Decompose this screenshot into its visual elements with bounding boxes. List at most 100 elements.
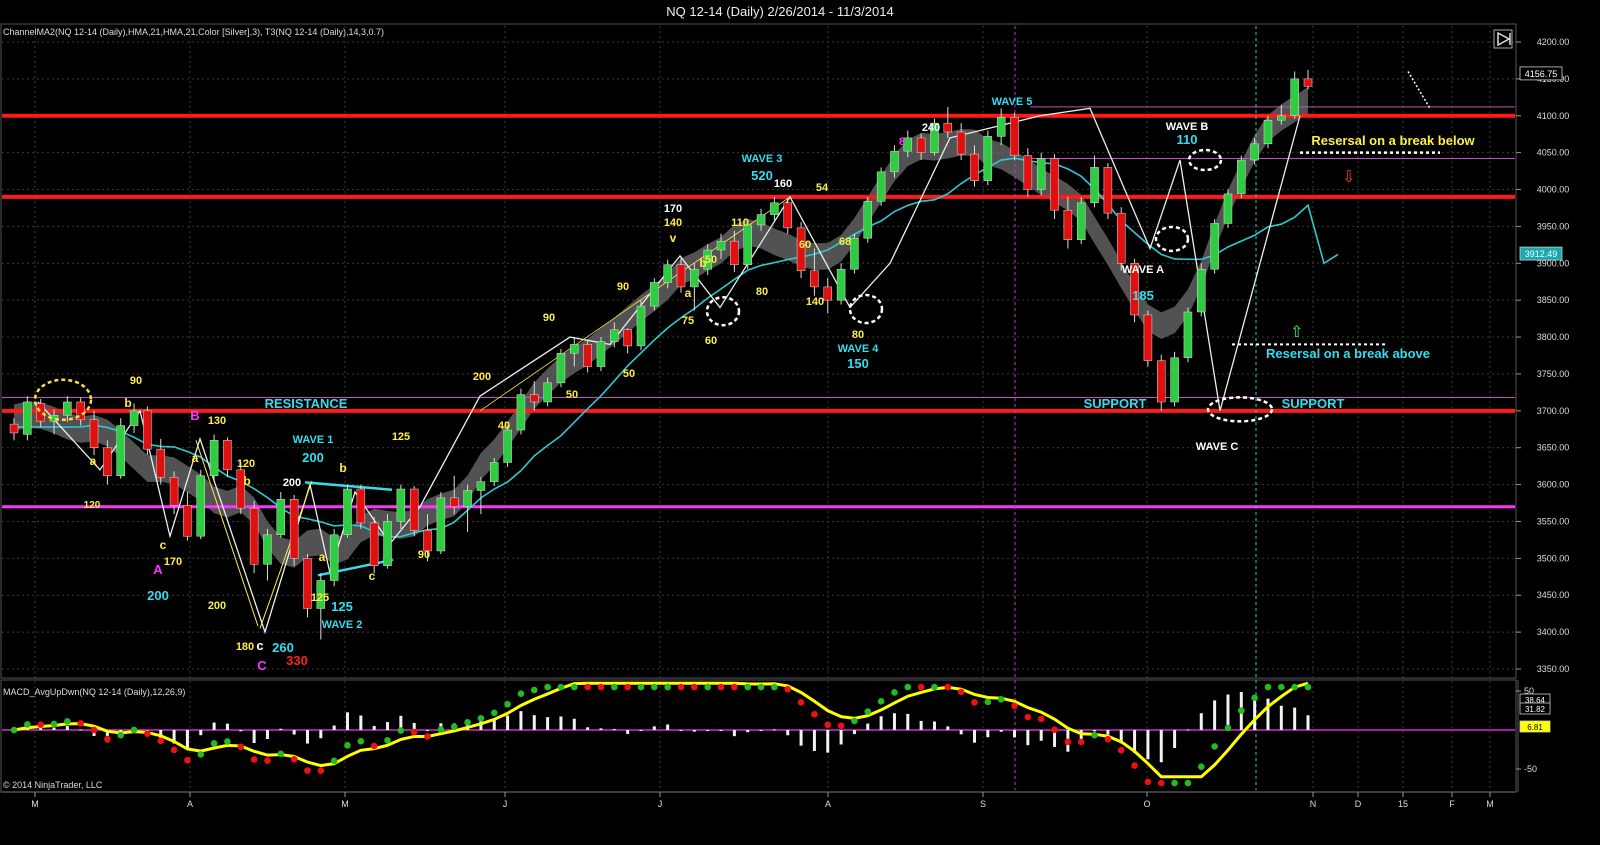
chart-annotation: a — [319, 550, 326, 564]
chart-annotation: 90 — [418, 549, 430, 561]
highlight-circle — [33, 378, 93, 422]
macd-dot — [997, 696, 1005, 703]
chart-annotation: 240 — [922, 122, 940, 134]
play-toggle-icon[interactable] — [1493, 29, 1513, 49]
price-tick-label: 4000.00 — [1537, 185, 1570, 195]
chart-annotation: 54 — [816, 182, 829, 194]
macd-dot — [517, 690, 525, 697]
candle-body — [63, 401, 72, 416]
macd-histogram-bar — [959, 730, 963, 735]
macd-dot — [957, 688, 965, 696]
candle-body — [1197, 268, 1206, 313]
price-tick-label: 3900.00 — [1537, 258, 1570, 268]
macd-histogram-bar — [1053, 730, 1057, 747]
price-tick-label: 3850.00 — [1537, 295, 1570, 305]
macd-dot — [1237, 707, 1245, 714]
candle-body — [329, 534, 339, 581]
macd-dot — [624, 683, 631, 691]
price-tick-label: 3700.00 — [1537, 406, 1570, 416]
macd-dot — [904, 683, 912, 691]
candle-body — [463, 490, 472, 507]
chart-annotation: 260 — [272, 640, 294, 655]
candle-body — [1210, 223, 1219, 270]
chart-annotation: 200 — [147, 588, 169, 603]
macd-dot — [157, 737, 165, 745]
candle-body — [1076, 202, 1086, 240]
candle-body — [610, 329, 619, 342]
time-tick-label: 15 — [1398, 799, 1408, 809]
macd-dot — [317, 767, 325, 775]
candle-body — [409, 488, 419, 531]
macd-dot — [24, 721, 31, 728]
chart-annotation: 110 — [1177, 132, 1198, 147]
candle-body — [1103, 167, 1113, 214]
time-tick-label: J — [503, 799, 508, 809]
candle-body — [1090, 167, 1099, 204]
macd-dot — [704, 683, 711, 691]
macd-dot — [477, 714, 485, 722]
chart-annotation: 200 — [208, 600, 226, 612]
macd-histogram-bar — [1146, 730, 1150, 760]
time-tick-label: O — [1143, 799, 1150, 809]
macd-dot — [77, 720, 85, 727]
macd-histogram-bar — [346, 712, 350, 730]
macd-dot — [851, 717, 858, 725]
candle-body — [276, 499, 286, 535]
candle-body — [996, 116, 1006, 137]
macd-histogram-bar — [866, 723, 870, 730]
candle-body — [943, 122, 953, 133]
chart-annotation: WAVE 4 — [838, 343, 880, 355]
macd-histogram-bar — [305, 730, 309, 744]
chart-annotation: 40 — [498, 420, 510, 432]
macd-histogram-bar — [572, 718, 576, 730]
macd-histogram-bar — [492, 719, 496, 730]
chart-annotation: 90 — [543, 312, 555, 324]
macd-tick-label: -50 — [1524, 764, 1537, 774]
macd-histogram-bar — [852, 730, 856, 735]
macd-histogram-bar — [199, 730, 203, 736]
candle-body — [810, 270, 819, 288]
macd-histogram-bar — [892, 713, 896, 730]
macd-dot — [824, 721, 832, 729]
macd-histogram-bar — [239, 730, 243, 732]
macd-dot — [1051, 726, 1058, 734]
price-tick-label: 4050.00 — [1537, 148, 1570, 158]
candle-body — [596, 341, 606, 367]
chart-annotation: 75 — [682, 315, 694, 327]
candle-body — [103, 447, 112, 476]
macd-dot — [971, 699, 978, 706]
macd-dot — [1144, 778, 1152, 786]
macd-histogram-bar — [386, 722, 390, 730]
macd-dot — [570, 683, 578, 691]
candle-body — [423, 530, 432, 552]
macd-dot — [691, 683, 698, 691]
macd-histogram-bar — [546, 717, 550, 730]
candle-body — [650, 282, 659, 307]
macd-histogram-bar — [506, 715, 510, 730]
candle-body — [129, 410, 139, 426]
chart-annotation: 125 — [392, 431, 410, 443]
macd-dot — [357, 737, 365, 745]
macd-dot — [330, 757, 338, 765]
macd-dot — [1131, 762, 1138, 769]
macd-dot — [1104, 735, 1112, 743]
candle-body — [169, 476, 179, 506]
macd-dot — [1024, 713, 1032, 721]
chart-annotation: 330 — [286, 653, 308, 668]
macd-dot — [1157, 779, 1165, 787]
macd-histogram-bar — [932, 721, 936, 730]
chart-annotation: 68 — [839, 236, 851, 248]
candle-body — [236, 469, 246, 509]
macd-dot — [290, 755, 298, 763]
macd-dot — [891, 689, 898, 696]
copyright: © 2014 NinjaTrader, LLC — [3, 780, 103, 790]
time-tick-label: J — [658, 799, 663, 809]
macd-dot — [384, 737, 391, 744]
macd-histogram-bar — [1039, 730, 1043, 741]
candle-body — [970, 153, 979, 181]
indicator-caption: ChannelMA2(NQ 12-14 (Daily),HMA,21,HMA,2… — [3, 27, 384, 37]
macd-histogram-bar — [1133, 730, 1137, 753]
highlight-circle — [705, 295, 741, 327]
candle-body — [890, 150, 899, 173]
